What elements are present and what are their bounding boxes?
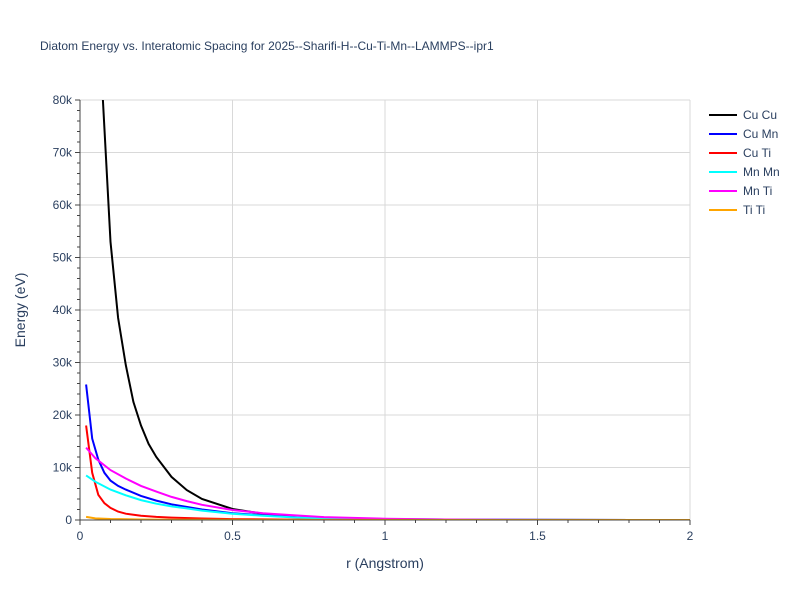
- x-axis-label: r (Angstrom): [346, 555, 424, 571]
- legend-label: Cu Ti: [743, 146, 771, 160]
- legend-label: Ti Ti: [743, 203, 765, 217]
- y-tick-label: 40k: [53, 303, 73, 317]
- legend-label: Mn Ti: [743, 184, 772, 198]
- legend-item[interactable]: Ti Ti: [709, 203, 765, 217]
- y-tick-label: 0: [65, 513, 72, 527]
- legend-label: Cu Mn: [743, 127, 778, 141]
- legend[interactable]: Cu Cu Cu Mn Cu Ti Mn Mn Mn Ti Ti Ti: [709, 108, 780, 217]
- grid: [79, 99, 691, 521]
- legend-item[interactable]: Mn Ti: [709, 184, 772, 198]
- legend-label: Mn Mn: [743, 165, 780, 179]
- series-line-mn-ti: [85, 446, 690, 520]
- chart-title: Diatom Energy vs. Interatomic Spacing fo…: [40, 39, 494, 53]
- x-tick-label: 1: [382, 529, 389, 543]
- y-tick-label: 70k: [53, 146, 73, 160]
- y-tick-label: 60k: [53, 198, 73, 212]
- y-tick-label: 50k: [53, 251, 73, 265]
- y-tick-label: 30k: [53, 356, 73, 370]
- x-tick-label: 1.5: [529, 529, 546, 543]
- series-line-cu-mn: [85, 384, 690, 520]
- legend-item[interactable]: Cu Mn: [709, 127, 778, 141]
- y-tick-label: 10k: [53, 461, 73, 475]
- x-tick-label: 0: [77, 529, 84, 543]
- x-tick-label: 2: [687, 529, 694, 543]
- legend-item[interactable]: Cu Cu: [709, 108, 777, 122]
- legend-label: Cu Cu: [743, 108, 777, 122]
- legend-item[interactable]: Cu Ti: [709, 146, 771, 160]
- legend-item[interactable]: Mn Mn: [709, 165, 780, 179]
- axes: 0 0.5 1 1.5 2 0 10k 20k 30k 40k 50k 60k 70k 80k: [53, 93, 694, 543]
- y-axis-label: Energy (eV): [12, 273, 28, 348]
- y-tick-label: 20k: [53, 408, 73, 422]
- x-tick-label: 0.5: [224, 529, 241, 543]
- y-tick-label: 80k: [53, 93, 73, 107]
